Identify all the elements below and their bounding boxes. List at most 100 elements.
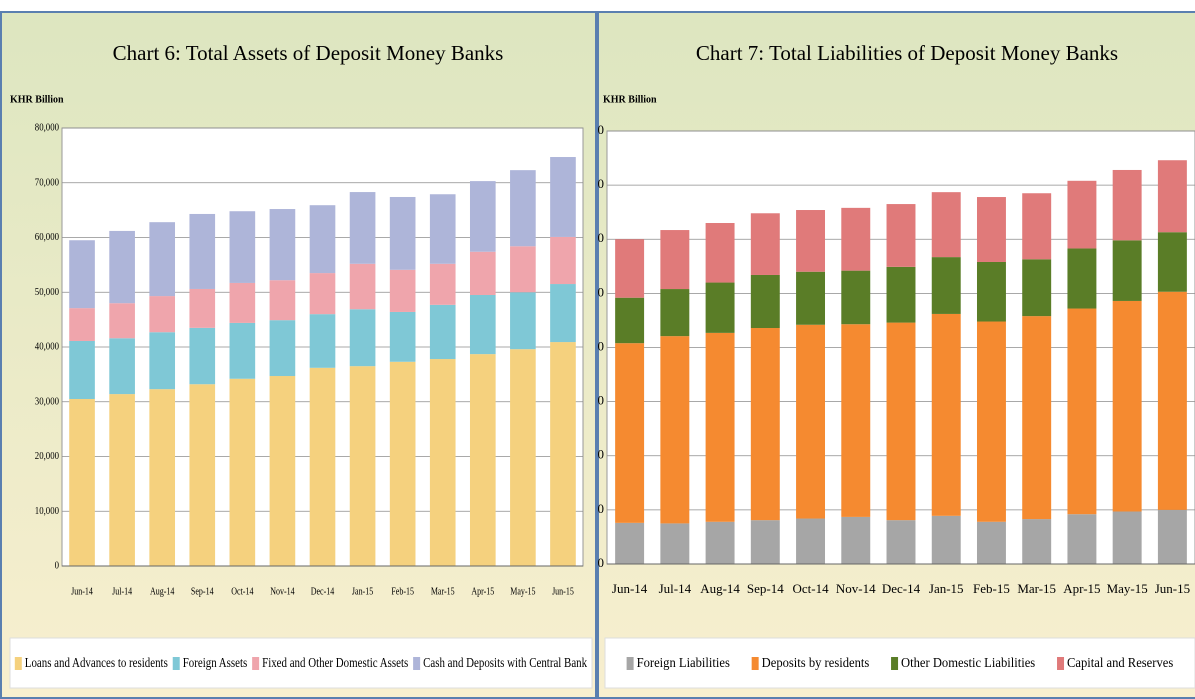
bar-segment bbox=[1112, 511, 1142, 564]
bar-segment bbox=[1157, 509, 1187, 564]
bar-segment bbox=[750, 213, 780, 275]
x-tick-label: Jun-14 bbox=[612, 581, 648, 596]
chart-panel: Chart 6: Total Assets of Deposit Money B… bbox=[0, 11, 597, 699]
bar-segment bbox=[510, 292, 536, 350]
bar-segment bbox=[886, 322, 916, 521]
bar-segment bbox=[309, 314, 336, 368]
bar-segment bbox=[109, 338, 135, 395]
x-tick-label: Nov-14 bbox=[836, 581, 876, 596]
bar-segment bbox=[550, 284, 576, 343]
bar-segment bbox=[469, 251, 496, 295]
bar-segment bbox=[796, 271, 826, 325]
bar-segment bbox=[429, 263, 456, 305]
bar-segment bbox=[931, 192, 961, 258]
chart-title: Chart 6: Total Assets of Deposit Money B… bbox=[113, 41, 504, 65]
x-tick-label: Jan-15 bbox=[929, 581, 964, 596]
y-axis-label: KHR Billion bbox=[603, 94, 657, 105]
y-tick-label: 70,000 bbox=[35, 176, 59, 188]
bar-segment bbox=[349, 192, 376, 264]
legend-label: Fixed and Other Domestic Assets bbox=[262, 655, 408, 671]
bar-segment bbox=[841, 270, 871, 325]
bar-segment bbox=[1067, 308, 1097, 515]
bar-segment bbox=[510, 349, 536, 566]
bar-segment bbox=[269, 320, 296, 377]
bar-segment bbox=[886, 266, 916, 323]
bar-segment bbox=[705, 332, 735, 522]
x-tick-label: Jun-15 bbox=[552, 585, 574, 596]
bar-segment bbox=[976, 197, 1006, 262]
bar-segment bbox=[229, 282, 256, 323]
y-axis-label: KHR Billion bbox=[10, 94, 64, 105]
bar-segment bbox=[109, 394, 135, 566]
legend-swatch bbox=[1057, 657, 1065, 670]
bar-segment bbox=[510, 170, 536, 247]
bar-segment bbox=[1067, 514, 1097, 564]
bar-segment bbox=[349, 309, 376, 367]
y-tick-label: 40,000 bbox=[597, 338, 604, 353]
bar-segment bbox=[750, 520, 780, 564]
bar-segment bbox=[886, 520, 916, 564]
x-tick-label: Sep-14 bbox=[191, 585, 214, 596]
bar-segment bbox=[1022, 259, 1052, 317]
legend-label: Foreign Assets bbox=[183, 655, 248, 671]
bar-segment bbox=[660, 336, 690, 524]
bar-segment bbox=[389, 269, 416, 312]
y-tick-label: 0 bbox=[598, 555, 605, 570]
bar-segment bbox=[149, 389, 176, 566]
legend-swatch bbox=[751, 657, 759, 670]
x-tick-label: May-15 bbox=[510, 585, 536, 596]
bar-segment bbox=[309, 273, 336, 315]
bar-segment bbox=[796, 518, 826, 564]
bar-segment bbox=[109, 303, 135, 339]
x-tick-label: Oct-14 bbox=[231, 585, 254, 596]
legend-box bbox=[604, 637, 1195, 689]
x-tick-label: Aug-14 bbox=[150, 585, 175, 596]
y-tick-label: 50,000 bbox=[597, 284, 604, 299]
bar-segment bbox=[1067, 248, 1097, 309]
bar-segment bbox=[429, 359, 456, 566]
x-tick-label: Feb-15 bbox=[973, 581, 1010, 596]
x-tick-label: Jul-14 bbox=[659, 581, 692, 596]
bar-segment bbox=[750, 328, 780, 521]
bar-segment bbox=[229, 378, 256, 566]
bar-segment bbox=[269, 209, 296, 281]
bar-segment bbox=[429, 194, 456, 264]
bar-segment bbox=[349, 366, 376, 566]
bar-segment bbox=[149, 332, 176, 390]
legend-box bbox=[9, 637, 593, 689]
bar-segment bbox=[931, 515, 961, 564]
x-tick-label: Sep-14 bbox=[747, 581, 784, 596]
bar-segment bbox=[931, 257, 961, 314]
legend-swatch bbox=[252, 657, 260, 670]
bar-segment bbox=[389, 196, 416, 270]
y-tick-label: 70,000 bbox=[597, 176, 604, 191]
x-tick-label: Jun-15 bbox=[1155, 581, 1190, 596]
bar-segment bbox=[976, 521, 1006, 564]
x-tick-label: Mar-15 bbox=[1017, 581, 1056, 596]
bar-segment bbox=[841, 324, 871, 517]
x-tick-label: Feb-15 bbox=[391, 585, 414, 596]
x-tick-label: Jun-14 bbox=[71, 585, 93, 596]
legend-swatch bbox=[626, 657, 634, 670]
bar-segment bbox=[189, 213, 216, 289]
y-tick-label: 10,000 bbox=[35, 505, 59, 517]
bar-segment bbox=[841, 516, 871, 564]
bar-segment bbox=[550, 157, 576, 237]
y-tick-label: 60,000 bbox=[35, 231, 59, 243]
bar-segment bbox=[309, 367, 336, 566]
x-tick-label: Apr-15 bbox=[471, 585, 494, 596]
bar-segment bbox=[429, 304, 456, 360]
bar-segment bbox=[1022, 316, 1052, 520]
legend-label: Deposits by residents bbox=[762, 655, 870, 671]
bar-segment bbox=[69, 399, 95, 566]
bar-segment bbox=[69, 308, 95, 341]
bar-segment bbox=[886, 204, 916, 267]
bar-segment bbox=[750, 274, 780, 329]
x-tick-label: May-15 bbox=[1107, 581, 1148, 596]
x-tick-label: Jan-15 bbox=[352, 585, 374, 596]
legend-label: Capital and Reserves bbox=[1067, 655, 1173, 671]
bar-segment bbox=[349, 263, 376, 310]
y-tick-label: 30,000 bbox=[597, 393, 604, 408]
bar-segment bbox=[109, 230, 135, 304]
bar-segment bbox=[705, 223, 735, 283]
